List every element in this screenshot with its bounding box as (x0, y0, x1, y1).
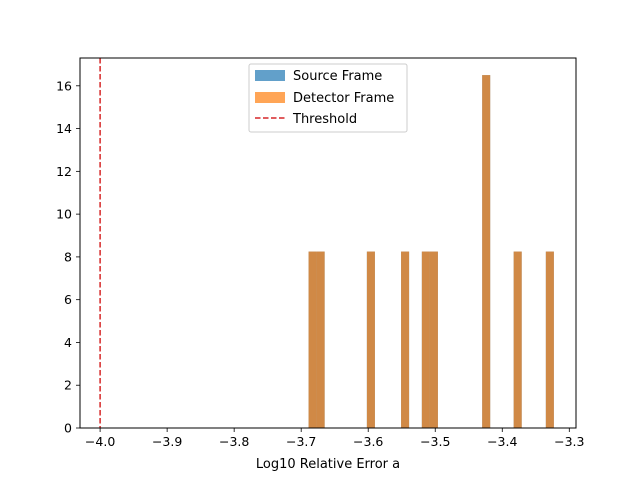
y-tick-label: 0 (64, 421, 72, 436)
y-tick-label: 16 (56, 78, 72, 93)
legend-label-threshold: Threshold (292, 112, 357, 127)
x-tick-label: −3.5 (420, 434, 450, 449)
legend: Source Frame Detector Frame Threshold (248, 63, 408, 133)
y-tick-label: 2 (64, 378, 72, 393)
bar-series-1-bin-2 (366, 251, 375, 428)
legend-swatch-source-frame (255, 70, 285, 81)
x-axis-label: Log10 Relative Error a (256, 457, 400, 472)
x-axis-ticks: −4.0 −3.9 −3.8 −3.7 −3.6 −3.5 −3.4 −3.3 (85, 428, 584, 449)
bar-series-1-bin-1 (316, 251, 325, 428)
histogram-bars (308, 75, 554, 428)
bar-series-1-bin-7 (513, 251, 522, 428)
y-axis-ticks: 0 2 4 6 8 10 12 14 16 (56, 78, 80, 436)
x-tick-label: −3.6 (353, 434, 383, 449)
bar-series-1-bin-5 (429, 251, 438, 428)
y-tick-label: 8 (64, 249, 72, 264)
y-tick-label: 12 (56, 164, 72, 179)
legend-label-source-frame: Source Frame (293, 69, 382, 84)
x-tick-label: −3.3 (554, 434, 584, 449)
x-tick-label: −3.8 (219, 434, 249, 449)
y-tick-label: 4 (64, 335, 72, 350)
bar-series-1-bin-6 (482, 75, 491, 428)
bar-series-1-bin-4 (421, 251, 430, 428)
legend-label-detector-frame: Detector Frame (293, 91, 394, 106)
x-tick-label: −3.7 (286, 434, 316, 449)
bar-series-1-bin-0 (308, 251, 317, 428)
legend-swatch-detector-frame (255, 92, 285, 103)
legend-box (248, 63, 408, 133)
bar-series-1-bin-8 (545, 251, 554, 428)
y-tick-label: 6 (64, 292, 72, 307)
y-tick-label: 10 (56, 207, 72, 222)
x-tick-label: −4.0 (85, 434, 115, 449)
bar-series-1-bin-3 (401, 251, 410, 428)
y-tick-label: 14 (56, 121, 72, 136)
plot-frame (79, 57, 577, 429)
x-tick-label: −3.9 (152, 434, 182, 449)
x-tick-label: −3.4 (487, 434, 517, 449)
